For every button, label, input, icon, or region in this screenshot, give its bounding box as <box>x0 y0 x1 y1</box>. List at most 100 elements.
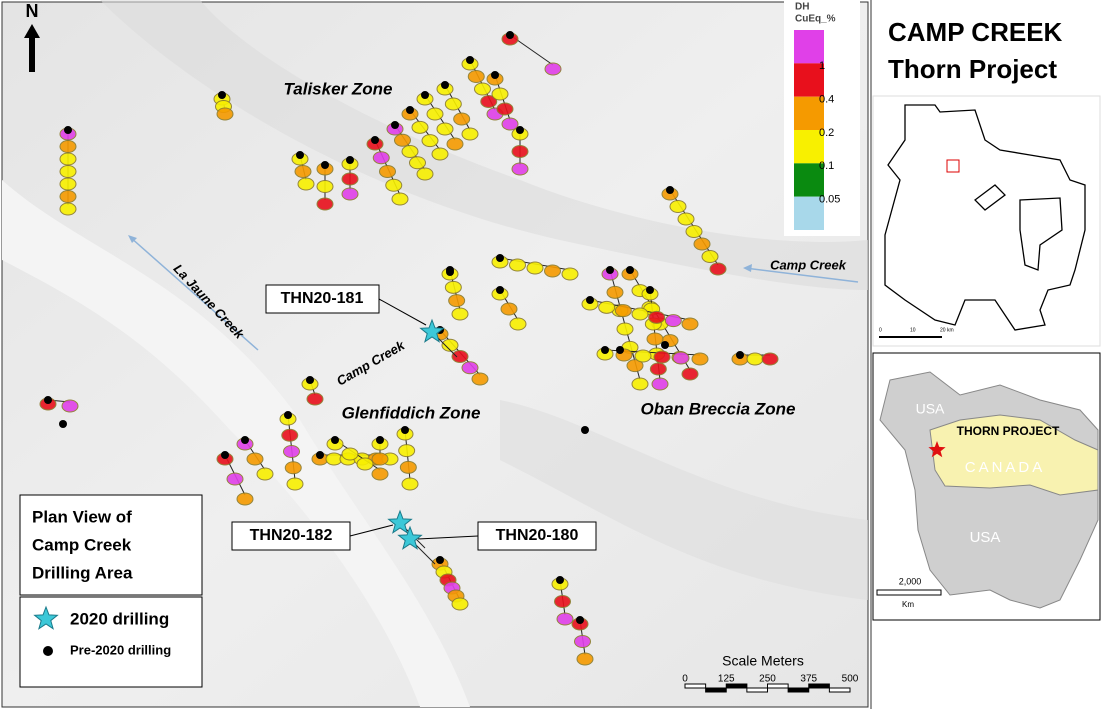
hole-label: THN20-182 <box>250 527 333 544</box>
grade-interval <box>416 167 434 181</box>
grade-interval <box>444 280 462 294</box>
grade-interval <box>294 165 312 178</box>
grade-interval <box>371 467 389 481</box>
zone-label: Talisker Zone <box>284 79 393 98</box>
hole-collar <box>446 268 454 276</box>
grade-interval <box>436 122 454 136</box>
hole-collar <box>606 266 614 274</box>
grade-interval <box>598 300 616 314</box>
grade-interval <box>401 145 419 158</box>
hole-collar <box>391 121 399 129</box>
creek-line <box>744 267 859 283</box>
grade-interval <box>685 225 703 238</box>
hole-collar <box>616 346 624 354</box>
grade-interval <box>446 137 464 151</box>
ridge <box>100 0 868 290</box>
hole-collar <box>59 420 67 428</box>
grade-interval <box>409 156 426 170</box>
hole-collar <box>496 254 504 262</box>
grade-interval <box>341 187 359 201</box>
grade-interval <box>59 152 77 166</box>
callout-box <box>477 521 597 551</box>
grade-interval <box>614 304 632 318</box>
grade-interval <box>653 350 671 364</box>
hole-label: THN20-180 <box>496 527 579 544</box>
grade-interval <box>59 202 77 216</box>
key-title: Drilling Area <box>32 563 133 582</box>
zone-label: Oban Breccia Zone <box>641 399 796 418</box>
grade-label: 0.2 <box>819 127 834 139</box>
scale-segment <box>808 683 830 689</box>
grade-interval <box>691 352 709 366</box>
grade-interval <box>649 362 667 376</box>
scale-segment <box>705 687 727 693</box>
scale-segment <box>787 687 810 693</box>
grade-interval <box>701 250 719 263</box>
grade-interval <box>448 294 466 308</box>
grade-interval <box>681 317 699 331</box>
scale-label: 375 <box>800 674 817 685</box>
hole-collar <box>491 71 499 79</box>
grade-interval <box>511 162 529 176</box>
grade-interval <box>677 212 695 226</box>
grade-interval <box>474 82 491 96</box>
hole-collar <box>626 266 634 274</box>
grade-label: 0.05 <box>819 194 840 206</box>
hole-collar <box>296 151 304 159</box>
key-item: 2020 drilling <box>70 609 169 628</box>
key-dot <box>43 646 53 656</box>
grade-interval <box>59 165 77 178</box>
location-star <box>928 441 946 458</box>
grade-interval <box>246 452 264 466</box>
area-marker <box>946 159 960 173</box>
grade-interval <box>394 133 411 147</box>
ridge <box>500 400 868 600</box>
grade-interval <box>544 264 561 278</box>
hole-collar <box>331 436 339 444</box>
country-label: CANADA <box>965 459 1046 476</box>
grade-label: 0.4 <box>819 94 834 106</box>
grade-interval <box>426 107 444 121</box>
grade-legend-title: DH <box>795 2 809 13</box>
side-title: CAMP CREEK <box>888 17 1063 47</box>
grade-interval <box>480 95 498 108</box>
zone-label: Glenfiddich Zone <box>342 403 481 422</box>
grade-interval <box>284 461 302 475</box>
grade-interval <box>411 120 429 134</box>
grade-interval <box>606 285 624 299</box>
north-label: N <box>26 1 39 21</box>
key-star <box>33 605 59 630</box>
grade-interval <box>556 612 574 626</box>
grade-interval <box>672 351 690 365</box>
scale-segment <box>828 687 851 693</box>
grade-interval <box>491 87 509 101</box>
hole-collar <box>466 56 474 64</box>
grade-interval <box>561 267 579 281</box>
key-box <box>19 596 203 688</box>
grade-interval <box>646 332 664 346</box>
creek-label: Camp Creek <box>770 257 847 272</box>
grade-interval <box>441 338 459 352</box>
grade-interval <box>59 177 77 191</box>
hole-collar <box>666 186 674 194</box>
hole-collar <box>316 451 324 459</box>
inset-scale-label: 10 <box>910 327 916 333</box>
scale-segment <box>684 683 707 689</box>
grade-interval <box>526 261 544 275</box>
hole-collar <box>371 136 379 144</box>
hole-collar <box>581 426 589 434</box>
grade-interval <box>371 452 389 466</box>
grade-interval <box>59 140 77 153</box>
grade-interval <box>509 258 526 272</box>
north-arrow <box>24 24 40 72</box>
grade-interval <box>574 635 591 648</box>
grade-interval <box>297 177 315 191</box>
hole-collar <box>321 161 329 169</box>
grade-interval <box>431 147 449 161</box>
grade-interval <box>341 447 359 461</box>
grade-interval <box>709 262 727 276</box>
country-label: USA <box>916 401 945 417</box>
grade-interval <box>761 352 779 366</box>
hole-collar <box>221 451 229 459</box>
locator-scale-bar <box>876 589 942 596</box>
